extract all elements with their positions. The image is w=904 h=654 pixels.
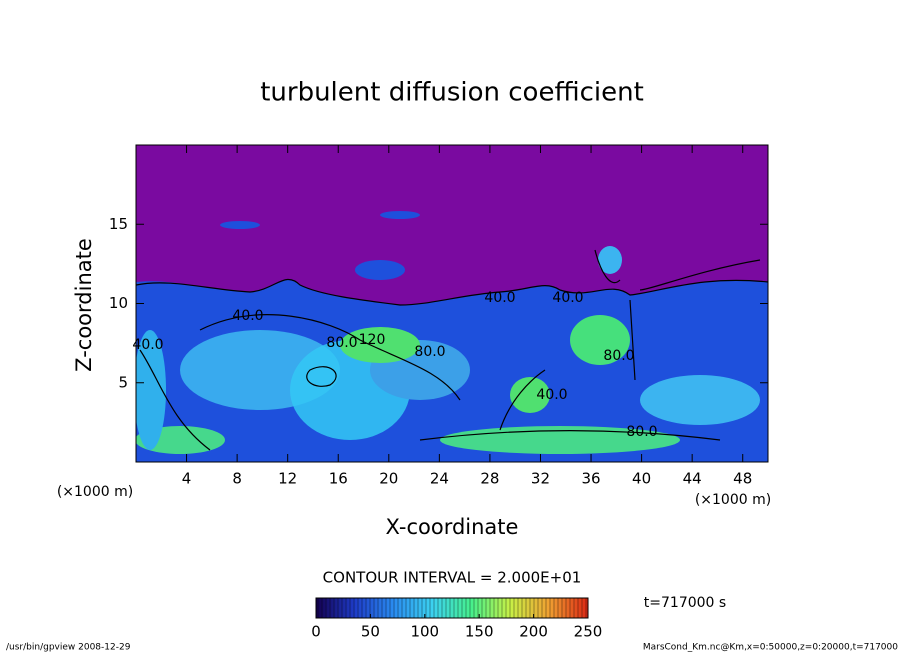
y-tick-label: 15	[109, 215, 128, 233]
y-tick-label: 10	[109, 294, 128, 312]
colorbar-tick-label: 100	[410, 623, 439, 641]
y-tick-label: 5	[118, 373, 128, 391]
x-tick-label: 40	[632, 470, 651, 488]
x-tick-label: 12	[278, 470, 297, 488]
colorbar	[315, 597, 589, 619]
x-unit-label: (×1000 m)	[695, 492, 771, 508]
x-tick-label: 28	[480, 470, 499, 488]
contour-label: 120	[359, 332, 386, 348]
x-unit-label: (×1000 m)	[57, 484, 133, 500]
contour-label: 40.0	[132, 337, 163, 353]
contour-interval: CONTOUR INTERVAL = 2.000E+01	[323, 569, 582, 587]
x-tick-label: 32	[531, 470, 550, 488]
contour-label: 80.0	[414, 344, 445, 360]
x-tick-label: 36	[581, 470, 600, 488]
field	[136, 145, 768, 462]
contour-label: 80.0	[626, 424, 657, 440]
x-tick-label: 20	[379, 470, 398, 488]
x-tick-label: 16	[329, 470, 348, 488]
contour-label: 40.0	[552, 290, 583, 306]
footer-right: MarsCond_Km.nc@Km,x=0:50000,z=0:20000,t=…	[643, 643, 898, 653]
contour-label: 40.0	[232, 308, 263, 324]
contour-label: 40.0	[484, 290, 515, 306]
colorbar-tick-label: 50	[361, 623, 380, 641]
contour-label: 80.0	[603, 348, 634, 364]
x-tick-label: 24	[430, 470, 449, 488]
colorbar-tick-label: 150	[465, 623, 494, 641]
y-axis-label: Z-coordinate	[72, 238, 96, 372]
colorbar-tick-label: 250	[574, 623, 603, 641]
time-label: t=717000 s	[644, 595, 726, 611]
colorbar-tick-label: 200	[519, 623, 548, 641]
x-tick-label: 44	[683, 470, 702, 488]
x-tick-label: 4	[182, 470, 192, 488]
footer-left: /usr/bin/gpview 2008-12-29	[6, 643, 131, 653]
x-tick-label: 48	[733, 470, 752, 488]
contour-label: 40.0	[536, 387, 567, 403]
x-axis-label: X-coordinate	[386, 515, 519, 539]
chart-title: turbulent diffusion coefficient	[260, 78, 644, 108]
x-tick-label: 8	[232, 470, 242, 488]
contour-label: 80.0	[326, 335, 357, 351]
colorbar-tick-label: 0	[311, 623, 321, 641]
